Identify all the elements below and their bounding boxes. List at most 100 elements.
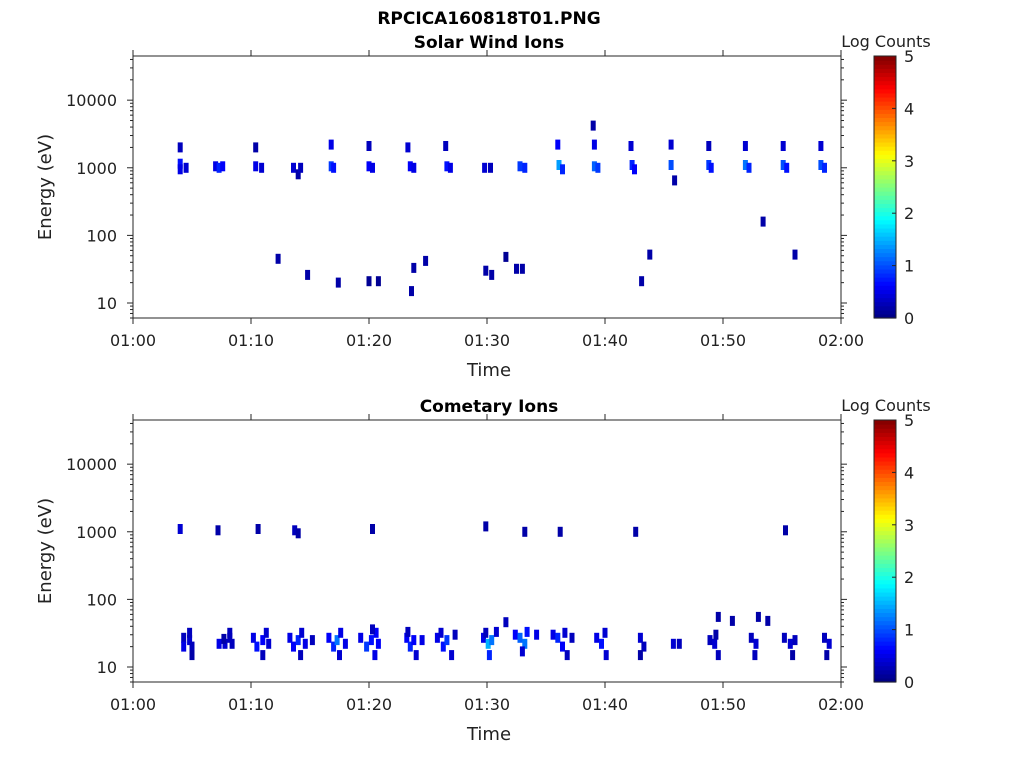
- spectrogram-cell: [569, 632, 575, 643]
- colorbar-segment: [874, 289, 896, 295]
- spectrogram-cell: [447, 162, 453, 173]
- spectrogram-cell: [522, 162, 528, 173]
- spectrogram-cell: [263, 627, 269, 638]
- colorbar-segment: [874, 604, 896, 609]
- spectrogram-cell: [342, 638, 348, 649]
- colorbar-segment: [874, 514, 896, 519]
- spectrogram-cell: [708, 162, 714, 173]
- colorbar-segment: [874, 84, 896, 90]
- colorbar-tick-label: 3: [904, 516, 914, 535]
- spectrogram-cell: [328, 139, 334, 150]
- spectrogram-cell: [781, 632, 787, 643]
- colorbar-segment: [874, 657, 896, 663]
- colorbar-segment: [874, 473, 896, 478]
- colorbar-segment: [874, 583, 896, 589]
- colorbar-segment: [874, 612, 896, 618]
- spectrogram-cell: [411, 635, 417, 646]
- spectrogram-cell: [177, 164, 183, 175]
- y-axis-ticks: 10 100 1000 10000: [66, 422, 847, 683]
- colorbar-segment: [874, 88, 896, 94]
- colorbar-segment: [874, 141, 896, 147]
- spectrogram-cell: [370, 162, 375, 173]
- colorbar-segment: [874, 636, 896, 642]
- colorbar-segment: [874, 591, 896, 597]
- figure-title: RPCICA160818T01.PNG: [377, 9, 600, 29]
- spectrogram-cell: [591, 161, 597, 172]
- colorbar-segment: [874, 571, 896, 577]
- spectrogram-cell: [822, 162, 827, 173]
- spectrogram-cell: [748, 632, 754, 643]
- spectrogram-cell: [752, 650, 758, 661]
- colorbar-segment: [874, 76, 896, 82]
- spectrogram-cell: [254, 641, 260, 652]
- colorbar-segment: [874, 240, 896, 245]
- spectrogram-cell: [715, 650, 721, 661]
- colorbar: 0 1 2 3 4 5: [873, 411, 914, 692]
- spectrogram-cell: [443, 141, 449, 151]
- colorbar-segment: [874, 620, 896, 626]
- colorbar-segment: [874, 92, 896, 98]
- colorbar-segment: [874, 624, 896, 630]
- colorbar-segment: [874, 465, 896, 470]
- x-axis-ticks: 01:00 01:10 01:20 01:30 01:40 01:50 02:00: [110, 414, 864, 714]
- spectrogram-cell: [216, 162, 222, 173]
- spectrogram-cell: [253, 142, 259, 153]
- spectrogram-cell: [742, 141, 748, 151]
- x-tick-label: 01:40: [582, 331, 628, 350]
- spectrogram-cell: [253, 161, 259, 172]
- colorbar-segment: [874, 559, 896, 564]
- colorbar-segment: [874, 207, 896, 213]
- spectrogram-cell: [189, 641, 195, 652]
- colorbar-segment: [874, 505, 896, 511]
- spectrogram-cell: [555, 139, 561, 150]
- colorbar-segment: [874, 579, 896, 585]
- spectrogram-cell: [590, 120, 596, 131]
- spectrogram-cell: [826, 638, 832, 649]
- spectrogram-cell: [712, 638, 718, 649]
- spectrogram-cell: [407, 641, 413, 652]
- spectrogram-cell: [275, 253, 281, 264]
- colorbar-tick-label: 1: [904, 257, 914, 276]
- spectrogram-cells: [177, 120, 827, 297]
- colorbar-segment: [874, 428, 896, 433]
- colorbar-segment: [874, 432, 896, 437]
- colorbar-segment: [874, 587, 896, 593]
- spectrogram-cell: [299, 627, 305, 638]
- spectrogram-cell: [818, 160, 824, 170]
- y-tick-label: 100: [86, 226, 117, 245]
- x-axis-label: Time: [466, 360, 511, 381]
- spectrogram-cell: [298, 650, 304, 661]
- spectrogram-cell: [632, 164, 637, 175]
- colorbar-segment: [874, 567, 896, 573]
- colorbar-segment: [874, 452, 896, 458]
- spectrogram-cell: [742, 160, 748, 170]
- colorbar-segment: [874, 526, 896, 532]
- spectrogram-cell: [713, 629, 719, 640]
- colorbar-tick-label: 2: [904, 568, 914, 587]
- colorbar-tick-label: 1: [904, 621, 914, 640]
- spectrogram-cell: [215, 525, 221, 536]
- colorbar-segment: [874, 170, 896, 176]
- spectrogram-cell: [404, 632, 410, 643]
- spectrogram-cell: [517, 161, 523, 172]
- colorbar-segment: [874, 150, 896, 155]
- spectrogram-cell: [483, 265, 489, 276]
- y-tick-label: 10000: [66, 91, 117, 110]
- colorbar-segment: [874, 469, 896, 474]
- spectrogram-cell: [560, 641, 565, 652]
- y-tick-label: 1000: [76, 159, 117, 178]
- spectrogram-cell: [792, 249, 798, 260]
- colorbar-segment: [874, 211, 896, 217]
- spectrogram-cell: [818, 141, 824, 151]
- x-axis-label: Time: [466, 724, 511, 745]
- colorbar-segment: [874, 645, 896, 650]
- colorbar-segment: [874, 489, 896, 495]
- colorbar-segment: [874, 195, 896, 200]
- spectrogram-cell: [556, 160, 562, 170]
- colorbar-segment: [874, 64, 896, 69]
- colorbar-tick-label: 4: [904, 463, 914, 482]
- colorbar-tick-label: 0: [904, 309, 914, 328]
- spectrogram-cell: [668, 160, 674, 170]
- colorbar-segment: [874, 252, 896, 258]
- colorbar-segment: [874, 166, 896, 172]
